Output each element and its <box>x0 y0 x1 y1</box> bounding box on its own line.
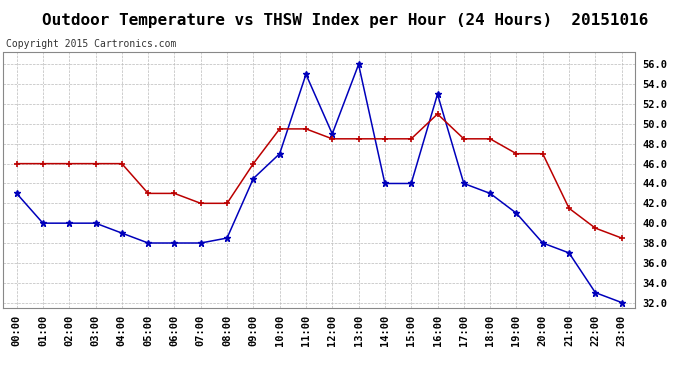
Text: Outdoor Temperature vs THSW Index per Hour (24 Hours)  20151016: Outdoor Temperature vs THSW Index per Ho… <box>42 13 648 28</box>
Text: Copyright 2015 Cartronics.com: Copyright 2015 Cartronics.com <box>6 39 176 50</box>
